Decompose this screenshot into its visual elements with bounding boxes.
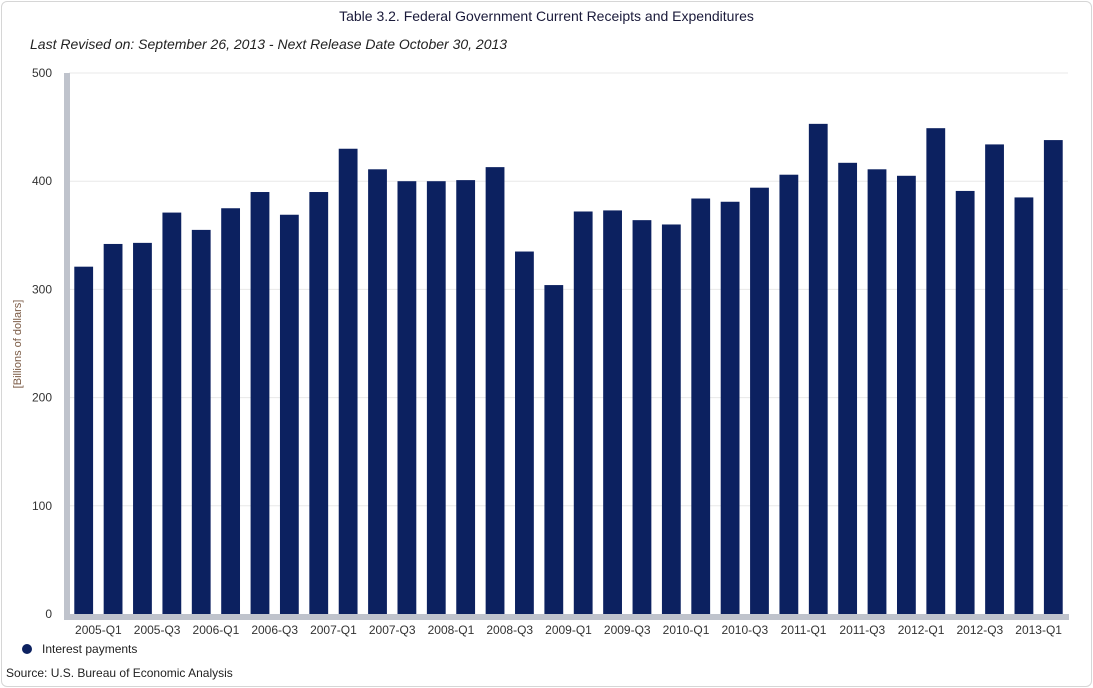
x-tick-label: 2005-Q1 xyxy=(75,623,122,637)
legend-label: Interest payments xyxy=(42,642,138,656)
bar xyxy=(456,180,476,615)
bar xyxy=(720,201,740,614)
x-tick-label: 2013-Q1 xyxy=(1015,623,1062,637)
bar xyxy=(426,181,446,614)
bar xyxy=(74,266,94,614)
bar xyxy=(279,214,299,614)
bar xyxy=(191,229,211,614)
bar xyxy=(691,198,711,614)
x-tick-label: 2009-Q1 xyxy=(545,623,592,637)
x-tick-label: 2010-Q3 xyxy=(721,623,768,637)
x-tick-label: 2011-Q1 xyxy=(781,623,827,637)
legend-swatch xyxy=(22,644,32,654)
bar xyxy=(838,162,858,614)
bar xyxy=(750,187,769,614)
bar xyxy=(250,192,270,614)
bar xyxy=(133,242,152,614)
bar xyxy=(955,190,975,615)
bar xyxy=(162,212,182,614)
x-axis-band xyxy=(64,614,1069,620)
y-tick-label: 0 xyxy=(45,607,52,621)
x-tick-label: 2006-Q3 xyxy=(251,623,298,637)
bar xyxy=(867,169,887,614)
x-tick-label: 2011-Q3 xyxy=(839,623,885,637)
x-tick-label: 2006-Q1 xyxy=(193,623,240,637)
bar xyxy=(515,251,534,614)
x-tick-label: 2007-Q1 xyxy=(310,623,357,637)
x-tick-label: 2008-Q1 xyxy=(428,623,475,637)
bar xyxy=(926,128,946,614)
bar xyxy=(397,181,417,614)
bar xyxy=(103,243,123,614)
bar xyxy=(603,210,622,614)
y-axis-band xyxy=(64,73,70,620)
bar xyxy=(338,148,358,615)
bar xyxy=(779,174,799,614)
y-tick-label: 500 xyxy=(32,66,52,80)
x-tick-label: 2010-Q1 xyxy=(663,623,710,637)
chart-title: Table 3.2. Federal Government Current Re… xyxy=(339,8,754,24)
x-tick-label: 2007-Q3 xyxy=(369,623,416,637)
bar xyxy=(544,285,564,614)
legend[interactable]: Interest payments xyxy=(22,642,137,656)
x-tick-label: 2005-Q3 xyxy=(134,623,181,637)
bar xyxy=(808,123,828,614)
bar xyxy=(632,220,652,615)
bar xyxy=(221,208,241,614)
x-tick-label: 2008-Q3 xyxy=(486,623,533,637)
bar xyxy=(309,192,329,614)
bar xyxy=(1043,140,1063,615)
bar xyxy=(368,169,387,614)
y-tick-label: 200 xyxy=(32,391,52,405)
bar xyxy=(985,144,1004,615)
bar xyxy=(896,175,916,615)
x-tick-label: 2009-Q3 xyxy=(604,623,651,637)
source-note: Source: U.S. Bureau of Economic Analysis xyxy=(6,666,233,680)
bar xyxy=(485,167,505,614)
bar xyxy=(573,211,593,614)
bar xyxy=(1014,197,1034,614)
x-tick-label: 2012-Q3 xyxy=(957,623,1004,637)
chart-subtitle: Last Revised on: September 26, 2013 - Ne… xyxy=(30,36,508,52)
x-tick-label: 2012-Q1 xyxy=(898,623,945,637)
y-tick-label: 400 xyxy=(32,174,52,188)
y-tick-label: 100 xyxy=(32,499,52,513)
y-tick-label: 300 xyxy=(32,282,52,296)
bar xyxy=(661,224,681,615)
